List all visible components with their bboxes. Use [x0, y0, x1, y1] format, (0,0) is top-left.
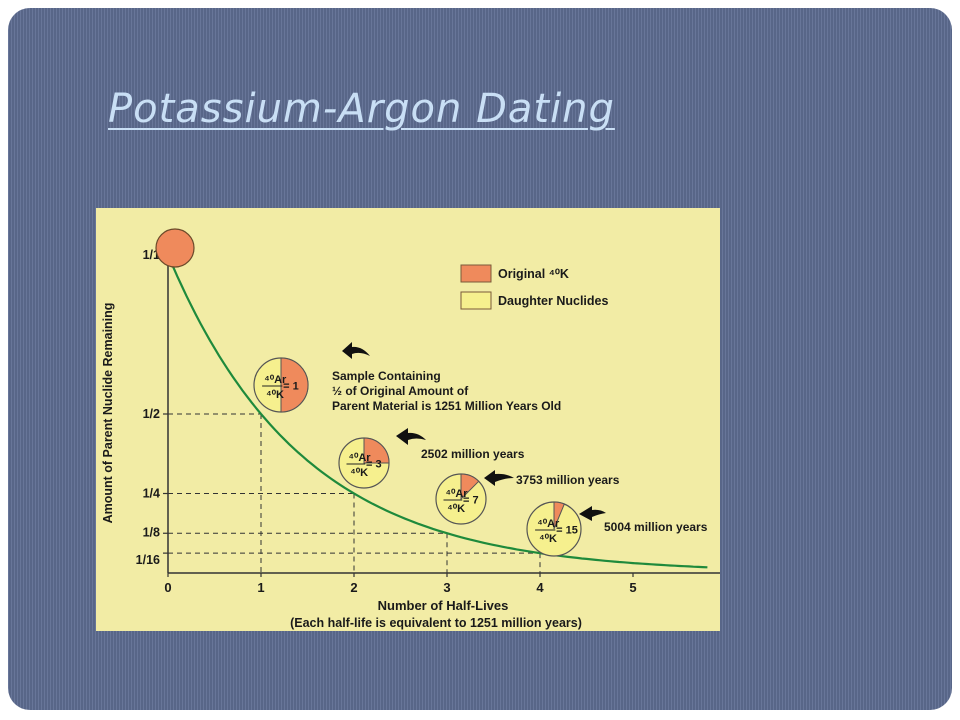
legend-swatch-daughter — [460, 291, 492, 310]
sample-1-remaining-slice — [280, 357, 309, 413]
slide-background: Potassium-Argon Dating 0 1 2 3 4 5 1/1 1/2 1/4 1/… — [8, 8, 952, 710]
sample-2-note: 2502 million years — [421, 447, 525, 461]
sample-1-ratio-denominator: ⁴⁰K — [266, 389, 284, 401]
x-tick-label-2: 2 — [350, 580, 357, 595]
sample-3-ratio-value: = 7 — [463, 494, 479, 506]
arrow-icon — [579, 506, 606, 521]
x-tick-label-0: 0 — [164, 580, 171, 595]
y-tick-label-1-16: 1/16 — [136, 553, 160, 567]
sample-4-ratio-numerator: ⁴⁰Ar — [537, 518, 560, 530]
decay-chart-figure: 0 1 2 3 4 5 1/1 1/2 1/4 1/8 1/16 ⁴⁰Ar ⁴⁰K = 1 ⁴⁰Ar ⁴⁰K… — [96, 208, 720, 631]
sample-3-note: 3753 million years — [516, 473, 620, 487]
y-tick-label-1-8: 1/8 — [143, 525, 160, 539]
arrow-icon — [484, 470, 514, 486]
x-tick-label-5: 5 — [629, 580, 636, 595]
sample-4-note: 5004 million years — [604, 520, 708, 534]
sample-1-ratio-value: = 1 — [283, 380, 299, 392]
y-axis-label: Amount of Parent Nuclide Remaining — [101, 303, 115, 524]
arrow-icon — [342, 342, 370, 359]
sample-1-ratio-numerator: ⁴⁰Ar — [264, 374, 287, 386]
sample-4-ratio-value: = 15 — [556, 524, 578, 536]
sample-circle-3: ⁴⁰Ar ⁴⁰K= 7 — [435, 473, 487, 525]
sample-circle-0 — [155, 228, 195, 268]
slide-title[interactable]: Potassium-Argon Dating — [108, 86, 615, 132]
sample-1-note-line-1: Sample Containing — [332, 369, 441, 383]
legend: Original ⁴⁰K Daughter Nuclides — [460, 264, 608, 310]
sample-2-ratio-denominator: ⁴⁰K — [350, 467, 368, 479]
sample-3-ratio-numerator: ⁴⁰Ar — [446, 488, 469, 500]
legend-label-daughter: Daughter Nuclides — [498, 294, 608, 308]
x-tick-label-1: 1 — [257, 580, 264, 595]
legend-swatch-original — [460, 264, 492, 283]
sample-0-original-fill — [155, 228, 195, 268]
sample-3-ratio-denominator: ⁴⁰K — [447, 503, 465, 515]
sample-4-remaining-slice — [553, 501, 565, 530]
sample-circle-2: ⁴⁰Ar ⁴⁰K= 3 — [338, 437, 390, 489]
legend-label-original: Original ⁴⁰K — [498, 267, 569, 281]
sample-2-ratio-value: = 3 — [366, 458, 382, 470]
sample-1-note-line-3: Parent Material is 1251 Million Years Ol… — [332, 399, 561, 413]
guide-lines — [168, 413, 541, 573]
sample-1-note-line-2: ½ of Original Amount of — [332, 384, 469, 398]
x-tick-label-3: 3 — [443, 580, 450, 595]
axis-ticks: 0 1 2 3 4 5 1/1 1/2 1/4 1/8 1/16 — [136, 248, 637, 595]
sample-circle-1: ⁴⁰Ar ⁴⁰K= 1 — [253, 357, 309, 413]
sample-2-ratio-numerator: ⁴⁰Ar — [349, 452, 372, 464]
x-tick-label-4: 4 — [536, 580, 544, 595]
sample-circle-4: ⁴⁰Ar ⁴⁰K= 15 — [526, 501, 582, 557]
sample-2-remaining-slice — [363, 437, 390, 464]
y-tick-label-1-2: 1/2 — [143, 407, 160, 421]
arrow-icon — [396, 428, 426, 445]
decay-curve — [166, 254, 708, 569]
x-axis-note: (Each half-life is equivalent to 1251 mi… — [290, 616, 582, 630]
y-tick-label-1-1: 1/1 — [143, 248, 160, 262]
sample-3-remaining-slice — [460, 473, 480, 501]
y-tick-label-1-4: 1/4 — [143, 487, 160, 501]
sample-4-ratio-denominator: ⁴⁰K — [539, 533, 557, 545]
x-axis-label: Number of Half-Lives — [378, 598, 509, 613]
sample-annotations: Sample Containing ½ of Original Amount o… — [332, 342, 708, 534]
